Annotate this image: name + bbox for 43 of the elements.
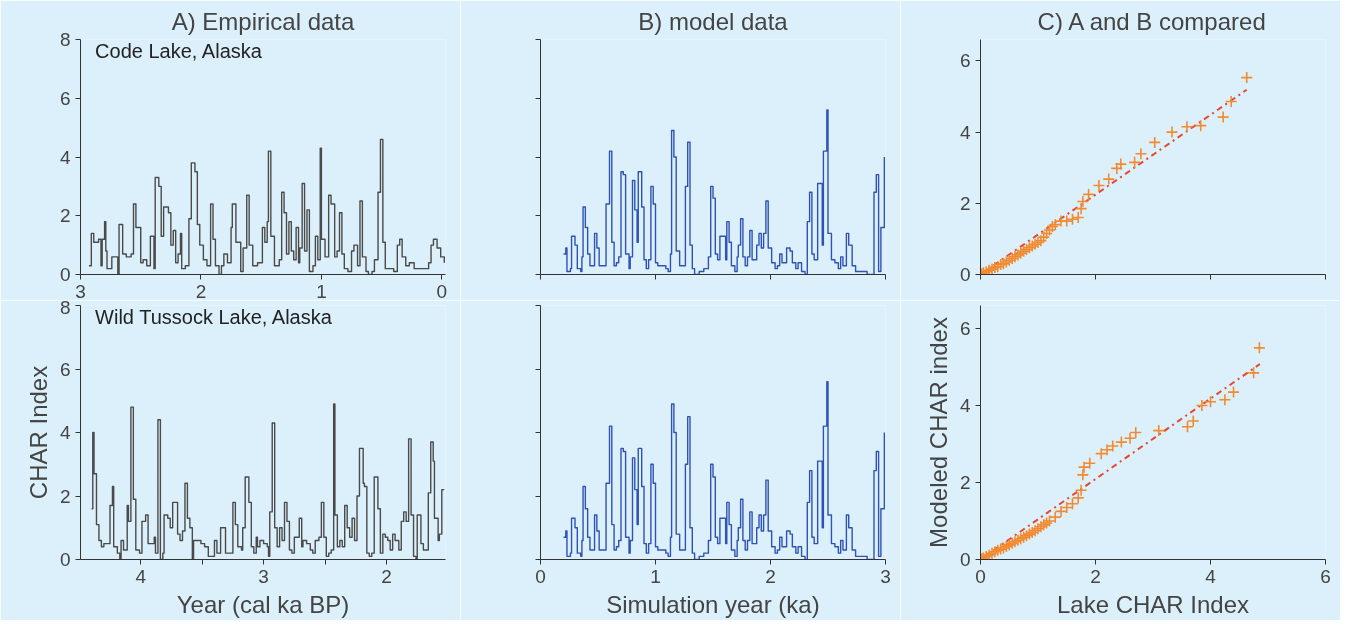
y-tick-label: 2 xyxy=(59,205,71,227)
y-tick-label: 4 xyxy=(59,146,71,168)
y-tick-label: 2 xyxy=(959,472,971,494)
annotation: Wild Tussock Lake, Alaska xyxy=(95,305,333,328)
x-tick-label: 0 xyxy=(535,565,546,587)
x-axis-title: Lake CHAR Index xyxy=(1056,590,1250,618)
annotation: Code Lake, Alaska xyxy=(95,39,263,62)
y-tick-label: 8 xyxy=(59,29,71,50)
y-tick-label: 4 xyxy=(59,422,71,443)
x-tick-label: 4 xyxy=(135,565,147,587)
y-tick-label: 0 xyxy=(959,264,971,285)
y-tick-label: 6 xyxy=(959,50,971,72)
y-tick-label: 2 xyxy=(959,192,971,214)
x-tick-label: 2 xyxy=(381,565,392,587)
x-tick-label: 2 xyxy=(1090,565,1101,587)
chart-title: A) Empirical data xyxy=(171,7,356,35)
x-tick-label: 3 xyxy=(258,565,269,587)
x-tick-label: 3 xyxy=(880,565,891,587)
x-tick-label: 0 xyxy=(975,565,986,587)
x-tick-label: 0 xyxy=(436,280,448,302)
y-tick-label: 6 xyxy=(59,87,71,109)
y-tick-label: 0 xyxy=(959,549,971,570)
y-tick-label: 0 xyxy=(59,549,71,570)
x-axis-title: Year (cal ka BP) xyxy=(176,590,350,618)
x-tick-label: 1 xyxy=(316,280,327,302)
x-tick-label: 2 xyxy=(195,280,207,302)
y-tick-label: 6 xyxy=(959,318,971,340)
y-tick-label: 6 xyxy=(59,358,71,380)
y-tick-label: 0 xyxy=(59,264,71,285)
chart-title: C) A and B compared xyxy=(1037,7,1266,35)
y-tick-label: 4 xyxy=(959,121,971,143)
chart-title: B) model data xyxy=(638,7,789,35)
x-tick-label: 1 xyxy=(650,565,661,587)
x-tick-label: 2 xyxy=(765,565,776,587)
y-tick-label: 4 xyxy=(959,395,971,417)
y-axis-title: CHAR Index xyxy=(24,365,52,500)
x-tick-label: 4 xyxy=(1205,565,1217,587)
y-axis-title: Modeled CHAR index xyxy=(924,317,952,548)
x-axis-title: Simulation year (ka) xyxy=(606,590,820,618)
y-tick-label: 8 xyxy=(59,296,71,318)
x-tick-label: 3 xyxy=(75,280,86,302)
y-tick-label: 2 xyxy=(59,485,71,507)
x-tick-label: 6 xyxy=(1320,565,1331,587)
